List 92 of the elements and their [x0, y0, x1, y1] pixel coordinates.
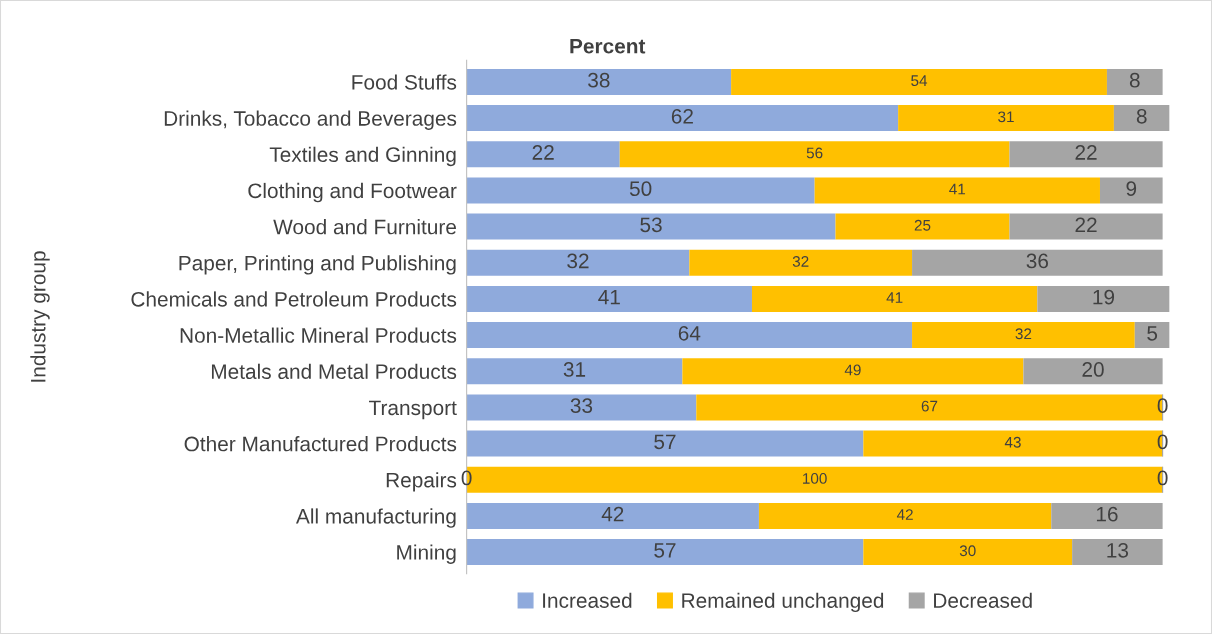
- bar: [863, 539, 1073, 566]
- data-label: 22: [1075, 145, 1097, 160]
- bar: [1037, 285, 1170, 312]
- y-tick-label: Food Stuffs: [352, 74, 457, 90]
- data-label: 57: [654, 543, 676, 558]
- bar: [466, 68, 732, 95]
- data-label: 41: [949, 183, 966, 195]
- data-label: 41: [598, 289, 620, 305]
- data-label: 19: [1093, 289, 1115, 305]
- bar: [835, 213, 1010, 240]
- data-label: 9: [1126, 181, 1137, 197]
- bar: [619, 141, 1010, 168]
- y-tick-label: Drinks, Tobacco and Beverages: [164, 110, 457, 130]
- bar: [466, 430, 864, 457]
- data-label: 41: [886, 292, 903, 303]
- data-label: 8: [1136, 108, 1147, 124]
- bar: [466, 358, 683, 385]
- legend-label: Increased: [543, 592, 632, 608]
- bar: [466, 285, 752, 312]
- y-tick-label: Textiles and Ginning: [269, 146, 456, 167]
- bar: [751, 285, 1038, 312]
- data-label: 22: [1075, 217, 1097, 232]
- data-label: 16: [1096, 506, 1118, 522]
- bar: [466, 213, 836, 240]
- bar: [466, 177, 815, 204]
- bar: [898, 105, 1114, 132]
- bar: [1009, 213, 1163, 240]
- data-label: 53: [640, 217, 662, 233]
- legend-label: Remained unchanged: [682, 592, 884, 613]
- bar: [1051, 502, 1163, 529]
- bar: [1009, 141, 1163, 168]
- bar: [1134, 322, 1170, 349]
- y-tick-label: All manufacturing: [295, 508, 456, 528]
- data-label: 42: [896, 509, 913, 520]
- y-tick-label: Other Manufactured Products: [184, 436, 457, 452]
- data-label: 62: [671, 108, 693, 124]
- data-label: 13: [1107, 542, 1129, 558]
- data-label: 30: [959, 545, 976, 557]
- data-label: 64: [678, 325, 701, 341]
- data-label: 25: [914, 219, 931, 231]
- data-label: 31: [563, 362, 586, 377]
- bar: [1099, 177, 1163, 204]
- y-tick-label: Mining: [397, 544, 456, 564]
- data-label: 42: [601, 506, 624, 522]
- data-label: 56: [806, 147, 823, 159]
- data-label: 67: [921, 400, 938, 412]
- y-tick-label: Clothing and Footwear: [248, 182, 457, 203]
- bar: [1106, 68, 1163, 95]
- bar: [1113, 105, 1170, 132]
- bar: [466, 141, 620, 168]
- y-tick-label: Chemicals and Petroleum Products: [131, 291, 457, 307]
- bar: [689, 249, 913, 276]
- y-tick-label: Metals and Metal Products: [211, 363, 457, 379]
- data-label: 20: [1082, 362, 1104, 377]
- bar: [1072, 539, 1163, 566]
- bar: [466, 105, 899, 132]
- data-label: 33: [570, 398, 593, 413]
- bar: [466, 249, 690, 276]
- legend-label: Decreased: [934, 592, 1032, 608]
- bar: [466, 394, 697, 421]
- bar: [814, 177, 1100, 204]
- chart-title: Percent: [570, 39, 646, 54]
- data-label: 32: [792, 256, 809, 267]
- data-label: 5: [1147, 326, 1158, 341]
- y-tick-label: Wood and Furniture: [273, 219, 456, 235]
- data-label: 49: [844, 364, 861, 376]
- bar: [466, 322, 913, 349]
- data-label: 32: [1015, 328, 1032, 340]
- bar: [758, 502, 1052, 529]
- data-label: 50: [629, 181, 652, 197]
- data-label: 57: [654, 434, 676, 450]
- data-label: 36: [1026, 253, 1049, 269]
- data-label: 8: [1129, 72, 1140, 88]
- data-label: 100: [803, 473, 827, 484]
- data-label: 31: [998, 111, 1014, 123]
- bar: [682, 358, 1024, 385]
- bar: [466, 539, 864, 566]
- bar: [731, 68, 1107, 95]
- bar: [912, 322, 1135, 349]
- y-tick-label: Paper, Printing and Publishing: [179, 255, 456, 275]
- data-label: 38: [588, 72, 610, 88]
- data-label: 54: [911, 75, 928, 87]
- data-label: 22: [532, 145, 554, 160]
- y-tick-label: Non-Metallic Mineral Products: [180, 327, 457, 343]
- y-tick-label: Transport: [369, 400, 457, 420]
- bar: [912, 249, 1163, 276]
- y-tick-label: Repairs: [386, 472, 457, 492]
- bar: [466, 502, 759, 529]
- bar: [1023, 358, 1163, 385]
- data-label: 32: [567, 253, 589, 269]
- data-label: 43: [1004, 436, 1021, 448]
- y-axis-title: Industry group: [30, 251, 50, 382]
